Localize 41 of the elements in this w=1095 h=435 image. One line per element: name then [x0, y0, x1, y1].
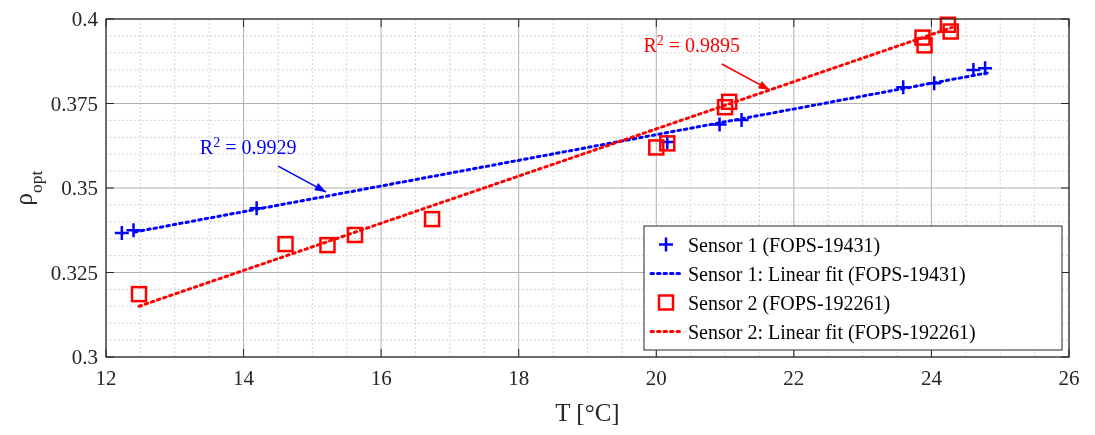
x-tick-label: 14: [233, 366, 255, 390]
point: [965, 61, 982, 79]
point: [125, 222, 142, 239]
x-tick-label: 24: [920, 366, 943, 390]
point: [914, 29, 931, 46]
annotation: R$^{2}$ = 0.9929: [199, 134, 297, 159]
x-tick-label: 22: [783, 366, 805, 390]
point: [925, 74, 943, 92]
point: [711, 116, 728, 133]
x-tick-label: 12: [95, 366, 117, 390]
y-tick-label: 0.35: [61, 176, 98, 201]
point: [720, 93, 738, 111]
point: [346, 226, 364, 244]
point: [319, 236, 336, 254]
point: [130, 285, 148, 303]
point: [894, 79, 912, 96]
point: [648, 139, 665, 156]
point: [277, 235, 294, 253]
point: [423, 210, 441, 228]
x-tick-label: 18: [508, 366, 530, 390]
point: [716, 98, 734, 116]
point: [248, 200, 265, 217]
x-tick-label: 20: [645, 366, 667, 390]
annotation: R$^{2}$ = 0.9895: [643, 32, 741, 56]
y-tick-label: 0.375: [50, 91, 98, 116]
point: [733, 111, 750, 129]
point: [942, 23, 959, 40]
legend-label: Sensor 1 (FOPS-19431): [688, 233, 881, 257]
y-tick-label: 0.325: [50, 260, 98, 285]
legend-label: Sensor 1: Linear fit (FOPS-19431): [688, 262, 966, 286]
point: [939, 16, 957, 33]
x-tick-label: 16: [370, 366, 392, 390]
point: [916, 37, 933, 54]
x-axis-title: T [°C]: [555, 399, 620, 426]
y-tick-label: 0.3: [71, 345, 98, 370]
legend-label: Sensor 2 (FOPS-192261): [688, 291, 891, 315]
legend-label: Sensor 2: Linear fit (FOPS-192261): [688, 320, 976, 344]
x-tick-label: 26: [1058, 366, 1080, 390]
point: [113, 224, 131, 242]
y-tick-label: 0.4: [71, 7, 99, 32]
point: [976, 60, 994, 77]
